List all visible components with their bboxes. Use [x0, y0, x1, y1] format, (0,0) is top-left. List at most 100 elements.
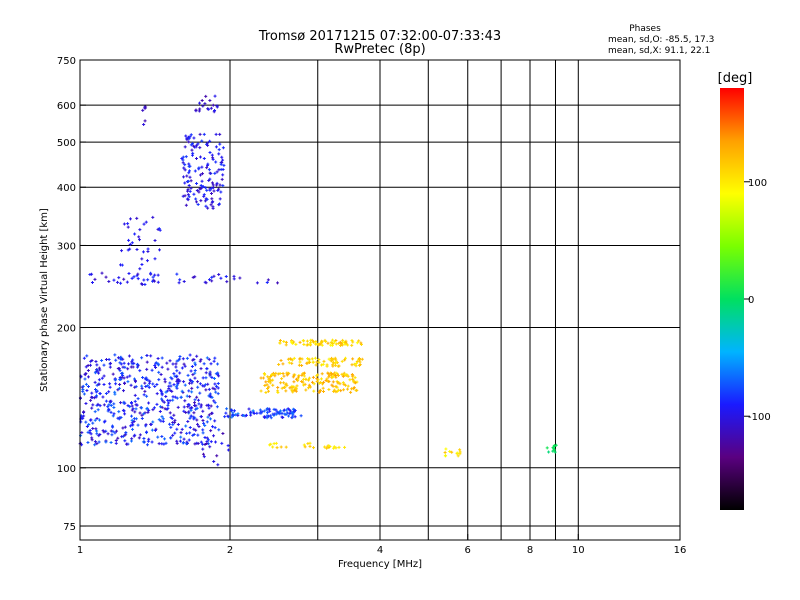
- data-point: [85, 354, 89, 358]
- data-point: [145, 430, 149, 434]
- data-point: [312, 389, 316, 393]
- data-point: [185, 394, 189, 398]
- data-point: [132, 361, 136, 365]
- data-point: [205, 367, 209, 371]
- data-point: [137, 235, 141, 239]
- data-point: [109, 361, 113, 365]
- data-point: [553, 450, 557, 454]
- data-point: [265, 383, 269, 387]
- data-point: [107, 403, 111, 407]
- data-point: [86, 430, 90, 434]
- data-point: [176, 377, 180, 381]
- data-point: [182, 405, 186, 409]
- data-point: [97, 440, 101, 444]
- data-point: [182, 380, 186, 384]
- data-point: [337, 381, 341, 385]
- data-point: [297, 363, 301, 367]
- data-point: [314, 363, 318, 367]
- data-point: [290, 358, 294, 362]
- data-point: [346, 374, 350, 378]
- data-point: [325, 377, 329, 381]
- data-point: [180, 427, 184, 431]
- data-point: [306, 357, 310, 361]
- data-point: [151, 275, 155, 279]
- data-point: [282, 381, 286, 385]
- data-point: [551, 446, 555, 450]
- chart-subtitle: RwPretec (8p): [334, 42, 425, 57]
- data-point: [221, 173, 225, 177]
- data-point: [210, 197, 214, 201]
- data-point: [204, 376, 208, 380]
- data-point: [185, 189, 189, 193]
- data-point: [176, 422, 180, 426]
- data-point: [255, 281, 259, 285]
- data-point: [120, 372, 124, 376]
- data-point: [284, 382, 288, 386]
- data-point: [144, 384, 148, 388]
- data-point: [200, 99, 204, 103]
- data-point: [111, 429, 115, 433]
- data-point: [142, 222, 146, 226]
- data-point: [183, 145, 187, 149]
- data-point: [231, 411, 235, 415]
- data-point: [82, 410, 86, 414]
- colorbar-tick-label: 100: [748, 178, 767, 189]
- data-point: [93, 410, 97, 414]
- data-point: [168, 359, 172, 363]
- data-point: [155, 402, 159, 406]
- data-point: [292, 373, 296, 377]
- data-point: [187, 171, 191, 175]
- data-point: [128, 405, 132, 409]
- data-point: [133, 399, 137, 403]
- data-point: [123, 425, 127, 429]
- data-point: [190, 148, 194, 152]
- data-point: [189, 408, 193, 412]
- data-point: [213, 426, 217, 430]
- data-point: [129, 365, 133, 369]
- data-point: [182, 175, 186, 179]
- data-point: [298, 357, 302, 361]
- data-point: [289, 357, 293, 361]
- data-point: [192, 427, 196, 431]
- data-point: [192, 433, 196, 437]
- data-point: [157, 378, 161, 382]
- data-point: [350, 339, 354, 343]
- data-point: [150, 368, 154, 372]
- data-point: [265, 407, 269, 411]
- data-point: [98, 391, 102, 395]
- data-point: [157, 227, 161, 231]
- data-point: [166, 403, 170, 407]
- data-point: [100, 376, 104, 380]
- data-point: [124, 430, 128, 434]
- data-point: [95, 429, 99, 433]
- data-point: [189, 133, 193, 137]
- data-point: [153, 279, 157, 283]
- data-point: [280, 386, 284, 390]
- data-point: [175, 272, 179, 276]
- data-point: [211, 103, 215, 107]
- data-point: [302, 374, 306, 378]
- data-point: [188, 135, 192, 139]
- data-point: [343, 356, 347, 360]
- data-point: [185, 174, 189, 178]
- data-point: [215, 181, 219, 185]
- data-point: [220, 177, 224, 181]
- data-point: [144, 105, 148, 109]
- data-point: [225, 280, 229, 284]
- data-point: [180, 157, 184, 161]
- data-point: [292, 356, 296, 360]
- data-point: [292, 410, 296, 414]
- data-point: [157, 363, 161, 367]
- data-point: [96, 408, 100, 412]
- data-point: [213, 419, 217, 423]
- data-point: [214, 145, 218, 149]
- data-point: [202, 384, 206, 388]
- data-point: [331, 363, 335, 367]
- data-point: [219, 190, 223, 194]
- data-point: [135, 274, 139, 278]
- data-point: [277, 363, 281, 367]
- data-point: [179, 435, 183, 439]
- data-point: [329, 372, 333, 376]
- data-point: [133, 410, 137, 414]
- data-point: [293, 388, 297, 392]
